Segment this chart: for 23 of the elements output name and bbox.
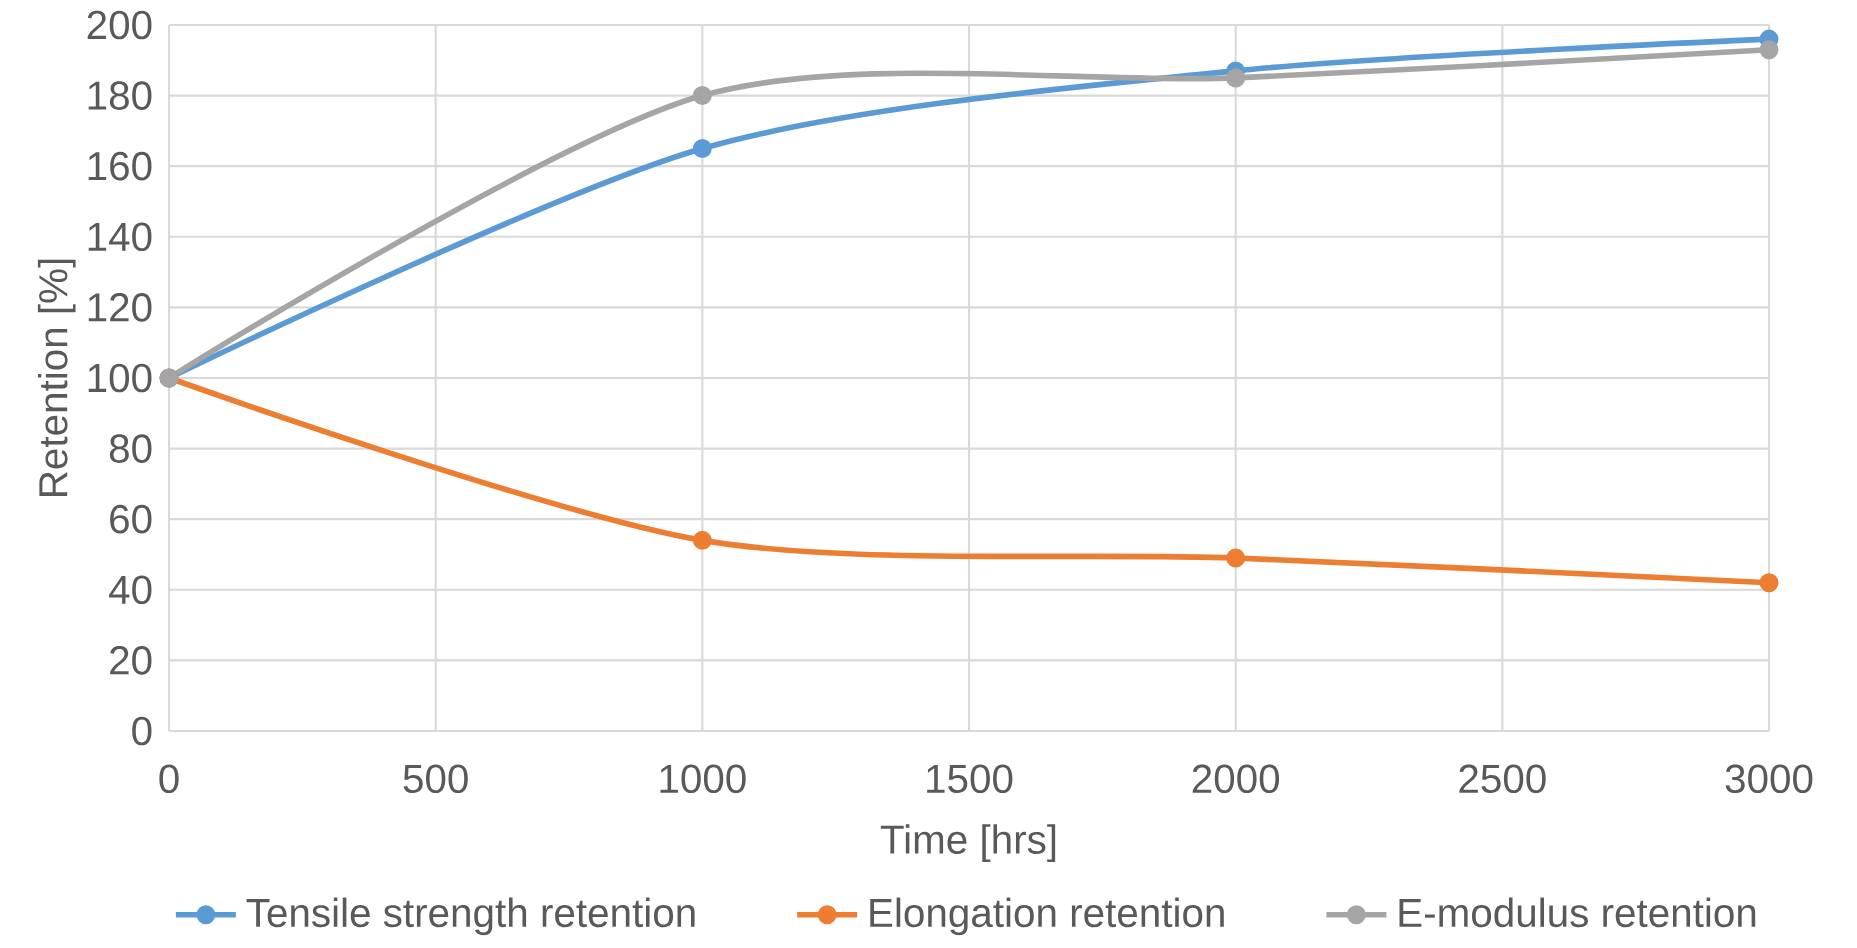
y-tick-label: 0	[132, 716, 152, 746]
legend-label: Elongation retention	[870, 897, 1224, 936]
y-tick-label: 200	[87, 10, 152, 40]
x-tick-label: 2500	[1459, 764, 1546, 794]
y-tick-label: 80	[109, 434, 152, 463]
x-tick-label: 0	[159, 764, 179, 794]
y-tick-label: 120	[88, 293, 152, 322]
x-tick-label: 3000	[1725, 764, 1813, 794]
y-tick-label: 100	[88, 363, 152, 393]
x-tick-label: 1500	[927, 764, 1013, 794]
y-tick-label: 40	[109, 575, 152, 605]
x-tick-label: 2000	[1192, 764, 1280, 794]
legend-label: E-modulus retention	[1399, 897, 1756, 928]
x-tick-label: 1000	[660, 764, 746, 794]
y-tick-label: 60	[110, 504, 152, 534]
legend-label: Tensile strength retention	[246, 897, 695, 936]
x-tick-label: 500	[403, 764, 468, 794]
y-tick-label: 20	[110, 646, 152, 675]
y-tick-label: 140	[88, 222, 152, 252]
y-tick-label: 160	[88, 151, 152, 181]
y-tick-label: 180	[88, 81, 152, 110]
y-axis-title: Retention [%]	[37, 259, 76, 496]
x-axis-title: Time [hrs]	[880, 824, 1056, 862]
